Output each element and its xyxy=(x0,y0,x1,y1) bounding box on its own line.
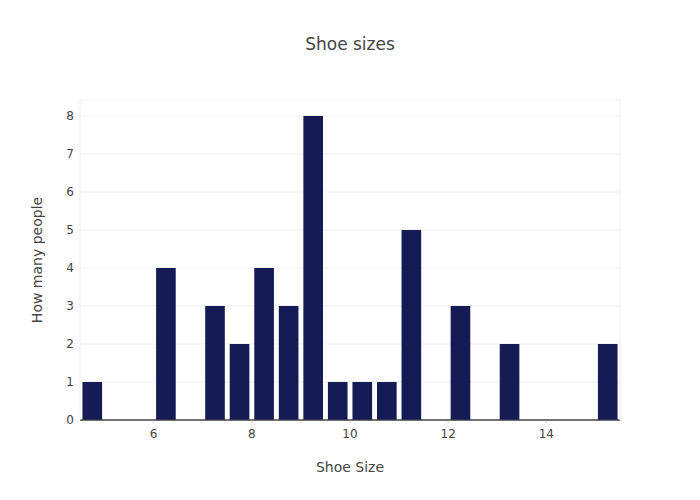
y-grid-line xyxy=(80,420,620,421)
y-grid-line xyxy=(80,229,620,230)
y-grid-line xyxy=(80,115,620,116)
x-axis-label: Shoe Size xyxy=(316,459,384,475)
x-tick-label: 8 xyxy=(248,427,256,441)
y-tick-label: 5 xyxy=(66,223,74,237)
bars xyxy=(82,116,617,420)
y-tick-label: 4 xyxy=(66,261,74,275)
x-tick-label: 12 xyxy=(441,427,456,441)
y-grid-line xyxy=(80,191,620,192)
chart-svg: 01234567868101214Shoe sizesShoe SizeHow … xyxy=(0,0,700,500)
bar xyxy=(328,382,348,420)
y-grid-line xyxy=(80,153,620,154)
bar xyxy=(82,382,102,420)
x-axis-line xyxy=(80,420,620,421)
chart-title: Shoe sizes xyxy=(305,34,395,54)
x-tick-label: 10 xyxy=(342,427,357,441)
y-tick-label: 1 xyxy=(66,375,74,389)
bar xyxy=(279,306,299,420)
bar xyxy=(451,306,471,420)
y-tick-label: 2 xyxy=(66,337,74,351)
background xyxy=(0,0,700,500)
bar xyxy=(156,268,176,420)
bar xyxy=(377,382,397,420)
chart-container: 01234567868101214Shoe sizesShoe SizeHow … xyxy=(0,0,700,500)
y-tick-label: 3 xyxy=(66,299,74,313)
y-tick-label: 7 xyxy=(66,147,74,161)
x-tick-label: 14 xyxy=(539,427,554,441)
x-tick-label: 6 xyxy=(150,427,158,441)
y-axis-line xyxy=(80,100,81,420)
bar xyxy=(205,306,225,420)
y-tick-label: 8 xyxy=(66,109,74,123)
bar xyxy=(598,344,618,420)
y-axis-label: How many people xyxy=(29,197,45,323)
plot-frame-top xyxy=(80,100,620,101)
y-tick-label: 0 xyxy=(66,413,74,427)
plot-frame-right xyxy=(620,100,621,420)
bar xyxy=(500,344,520,420)
bar xyxy=(230,344,250,420)
bar xyxy=(352,382,372,420)
bar xyxy=(254,268,274,420)
bar xyxy=(303,116,323,420)
bar xyxy=(402,230,422,420)
y-tick-label: 6 xyxy=(66,185,74,199)
